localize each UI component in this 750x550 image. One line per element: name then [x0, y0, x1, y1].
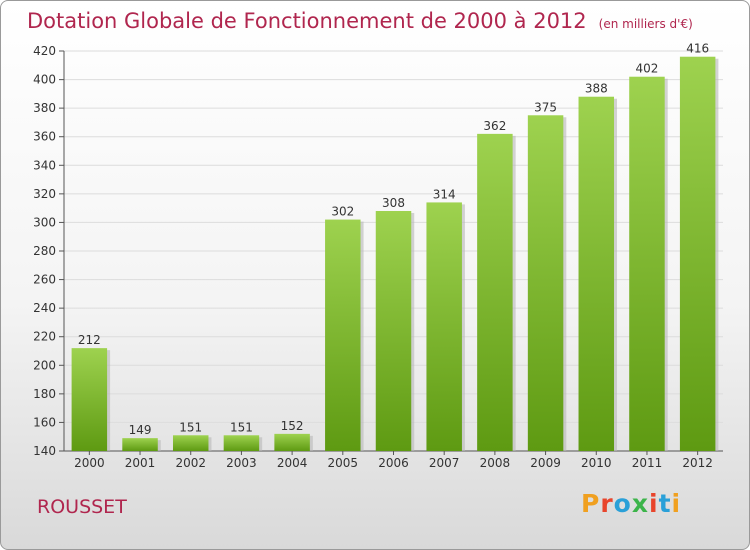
y-tick-label: 160	[33, 415, 56, 429]
x-tick-label: 2008	[480, 456, 511, 470]
logo-letter: r	[600, 489, 614, 518]
value-label: 302	[331, 205, 354, 219]
bar-2009	[527, 115, 564, 452]
y-tick-label: 260	[33, 273, 56, 287]
bar-chart: 140 160 180 200 220 240 260 280 300 320 340 360 380 4…	[33, 42, 723, 470]
bar-2008	[477, 133, 513, 451]
bar-2001	[122, 438, 158, 451]
x-tick-label: 2001	[125, 456, 156, 470]
chart-title-text: Dotation Globale de Fonctionnement de 20…	[27, 9, 587, 33]
y-tick-label: 340	[33, 158, 56, 172]
bar-2005	[325, 219, 361, 451]
chart-subtitle: (en milliers d'€)	[598, 17, 693, 31]
logo-letter: P	[581, 489, 601, 518]
x-tick-label: 2010	[581, 456, 612, 470]
commune-name: ROUSSET	[37, 496, 127, 518]
y-tick-label: 380	[33, 101, 56, 115]
value-label: 375	[534, 100, 557, 114]
value-label: 388	[585, 82, 608, 96]
value-label: 308	[382, 196, 405, 210]
bar-2000	[71, 348, 108, 451]
x-tick-label: 2003	[226, 456, 257, 470]
y-tick-label: 180	[33, 387, 56, 401]
bar-2011	[629, 76, 665, 451]
x-tick-label: 2004	[277, 456, 308, 470]
x-tick-label: 2005	[328, 456, 359, 470]
bar-2003	[223, 435, 260, 451]
proxiti-logo: Proxiti	[581, 489, 681, 518]
bar-2002	[172, 435, 209, 451]
value-label: 314	[433, 187, 456, 201]
bar-2007	[426, 202, 462, 451]
y-tick-label: 420	[33, 44, 56, 58]
x-tick-label: 2012	[682, 456, 713, 470]
y-tick-label: 280	[33, 244, 56, 258]
bar-2006	[375, 211, 412, 451]
logo-letter: i	[649, 489, 659, 518]
logo-letter: o	[613, 489, 632, 518]
x-tick-label: 2011	[632, 456, 663, 470]
y-tick-label: 200	[33, 358, 56, 372]
value-label: 212	[78, 333, 101, 347]
x-tick-label: 2007	[429, 456, 460, 470]
logo-letter: x	[631, 489, 649, 518]
value-label: 362	[483, 119, 506, 133]
value-label: 149	[129, 423, 152, 437]
logo-letter: i	[671, 489, 682, 518]
bar-2010	[578, 96, 615, 451]
bar-2012	[679, 56, 716, 451]
logo-letter: t	[658, 489, 672, 518]
x-tick-label: 2002	[175, 456, 206, 470]
value-label: 416	[686, 42, 709, 56]
bar-2004	[274, 433, 310, 451]
value-label: 402	[636, 62, 659, 76]
value-label: 152	[281, 419, 304, 433]
y-tick-label: 300	[33, 215, 56, 229]
x-tick-label: 2000	[74, 456, 105, 470]
y-tick-label: 360	[33, 130, 56, 144]
value-label: 151	[179, 420, 202, 434]
x-tick-label: 2006	[378, 456, 409, 470]
y-tick-label: 240	[33, 301, 56, 315]
y-tick-label: 320	[33, 187, 56, 201]
y-tick-label: 400	[33, 73, 56, 87]
value-label: 151	[230, 420, 253, 434]
chart-title: Dotation Globale de Fonctionnement de 20…	[27, 9, 693, 33]
y-tick-label: 220	[33, 330, 56, 344]
x-tick-label: 2009	[530, 456, 561, 470]
labels: 140 160 180 200 220 240 260 280 300 320 340 360 380 4…	[33, 42, 713, 470]
bars	[71, 56, 719, 452]
y-tick-label: 140	[33, 444, 56, 458]
